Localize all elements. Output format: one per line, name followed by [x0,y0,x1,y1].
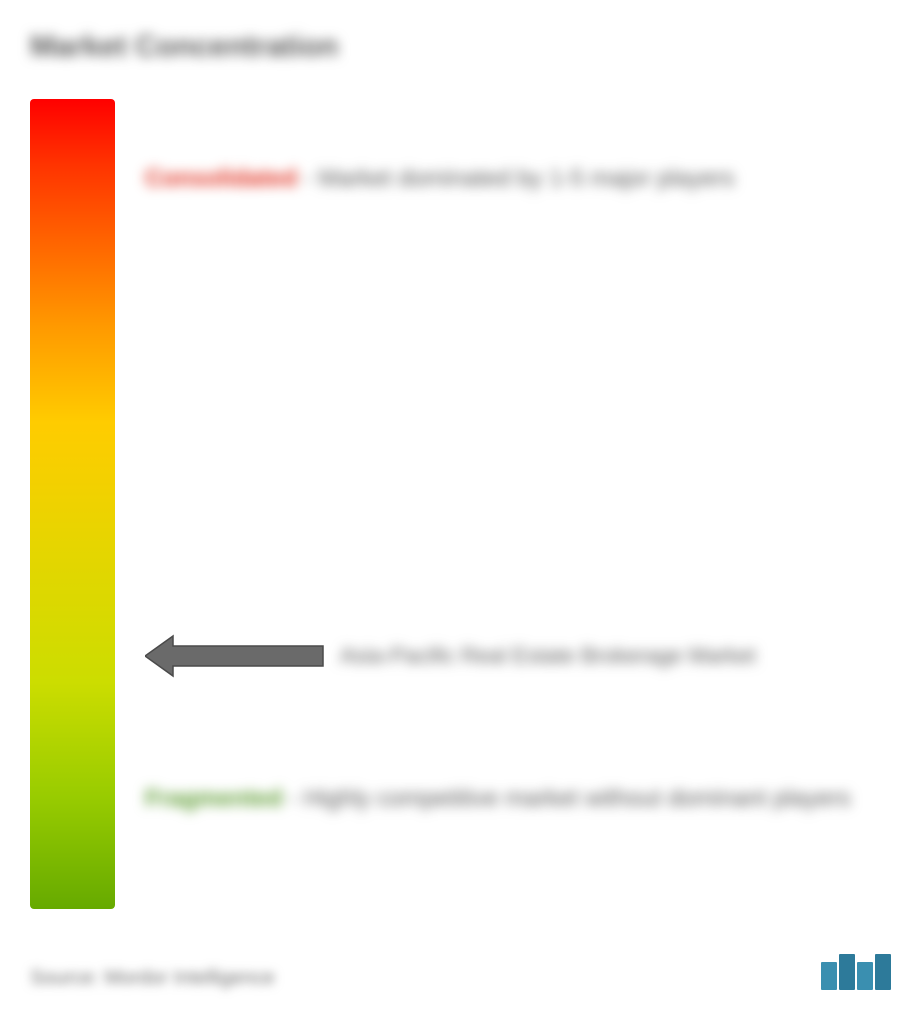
content-row: Consolidated - Market dominated by 1-5 m… [30,99,891,909]
fragmented-label: Fragmented - Highly competitive market w… [145,779,871,820]
market-concentration-infographic: Market Concentration Consolidated - Mark… [0,0,921,1010]
consolidated-label: Consolidated - Market dominated by 1-5 m… [145,159,871,200]
market-indicator-arrow: Asia-Pacific Real Estate Brokerage Marke… [145,634,871,678]
mordor-logo-icon [821,954,891,990]
fragmented-description: - Highly competitive market without domi… [289,785,851,812]
consolidated-description: - Market dominated by 1-5 major players [304,165,735,192]
concentration-gradient-bar [30,99,115,909]
arrow-icon [145,634,325,678]
market-name-label: Asia-Pacific Real Estate Brokerage Marke… [340,643,756,669]
consolidated-highlight: Consolidated [145,165,297,192]
infographic-title: Market Concentration [30,30,891,64]
fragmented-highlight: Fragmented [145,785,282,812]
labels-column: Consolidated - Market dominated by 1-5 m… [145,99,891,909]
source-attribution: Source: Mordor Intelligence [30,967,275,990]
footer: Source: Mordor Intelligence [30,954,891,990]
